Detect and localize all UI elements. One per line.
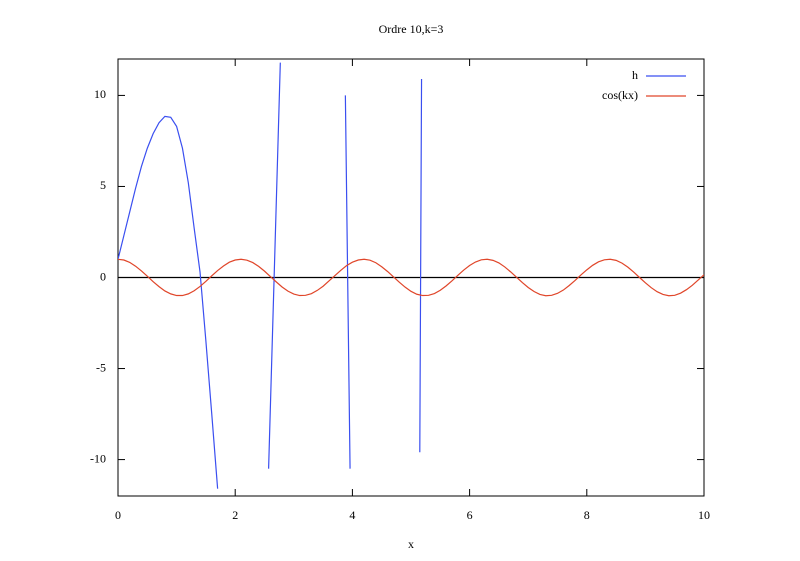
series-line xyxy=(118,258,704,297)
x-tick-label: 6 xyxy=(467,508,473,522)
chart-title: Ordre 10,k=3 xyxy=(379,22,444,36)
y-tick-label: -10 xyxy=(90,451,106,465)
legend-label: cos(kx) xyxy=(602,88,638,102)
legend-label: h xyxy=(632,68,638,82)
x-tick-label: 0 xyxy=(115,508,121,522)
x-tick-label: 2 xyxy=(232,508,238,522)
x-tick-label: 10 xyxy=(698,508,710,522)
series-line xyxy=(118,62,423,489)
plot-border xyxy=(117,58,705,497)
x-tick-label: 4 xyxy=(349,508,355,522)
y-tick-label: -5 xyxy=(96,360,106,374)
y-tick-label: 10 xyxy=(94,87,106,101)
plot-area xyxy=(118,62,704,489)
x-axis-label: x xyxy=(408,537,414,551)
x-tick-label: 8 xyxy=(584,508,590,522)
y-tick-label: 5 xyxy=(100,178,106,192)
y-tick-label: 0 xyxy=(100,269,106,283)
